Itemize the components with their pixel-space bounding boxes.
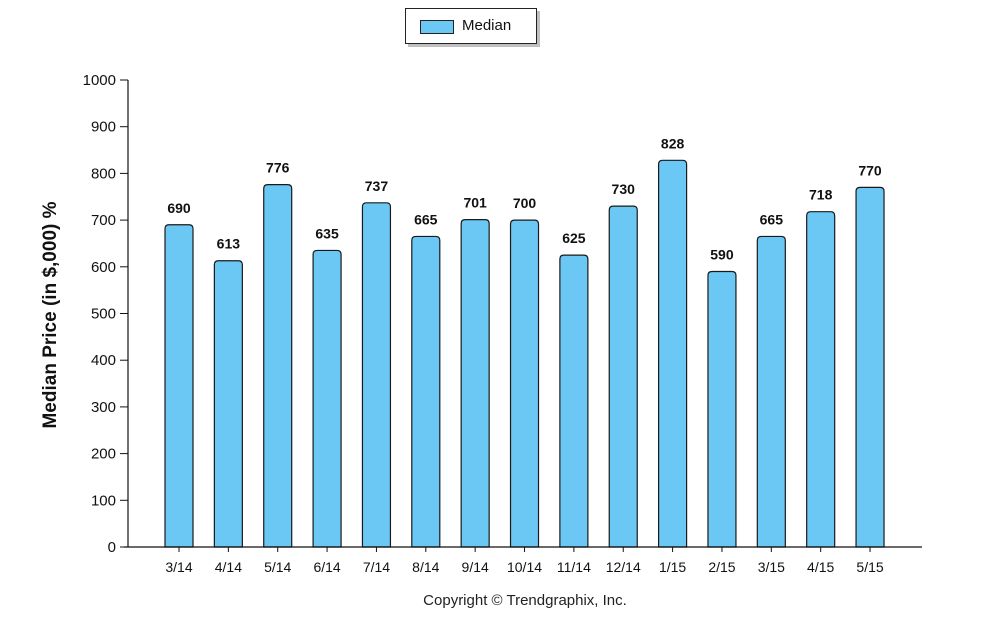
x-tick-label-4/15: 4/15 xyxy=(807,559,834,575)
y-tick-label-500: 500 xyxy=(91,306,116,323)
bar-1/15 xyxy=(658,159,688,548)
bar-2/15 xyxy=(707,270,737,548)
legend-swatch-median xyxy=(420,20,454,34)
bar-7/14 xyxy=(361,202,392,548)
data-label-1/15: 828 xyxy=(661,135,685,151)
bar-8/14 xyxy=(411,235,441,548)
data-label-7/14: 737 xyxy=(365,178,389,194)
y-axis-title: Median Price (in $,000) % xyxy=(40,201,61,428)
axes-group: 3/14 4/14 5/14 6/14 7/14 8/14 9/14 10/14 11/14 12… xyxy=(83,72,922,575)
data-label-3/15: 665 xyxy=(760,211,784,227)
legend: Median xyxy=(405,8,537,44)
y-tick-label-900: 900 xyxy=(91,119,116,136)
y-tick-label-200: 200 xyxy=(91,446,116,463)
data-label-8/14: 665 xyxy=(414,211,438,227)
y-tick-label-800: 800 xyxy=(91,165,116,182)
data-label-6/14: 635 xyxy=(315,225,339,241)
x-tick-label-8/14: 8/14 xyxy=(412,559,439,575)
bar-3/14 xyxy=(164,224,194,548)
data-label-11/14: 625 xyxy=(562,230,586,246)
y-tick-label-100: 100 xyxy=(91,492,116,509)
y-tick-label-400: 400 xyxy=(91,352,116,369)
x-tick-label-7/14: 7/14 xyxy=(363,559,390,575)
x-tick-label-11/14: 11/14 xyxy=(557,559,591,575)
y-tick-label-700: 700 xyxy=(91,212,116,229)
y-tick-label-1000: 1000 xyxy=(83,72,116,89)
data-label-10/14: 700 xyxy=(513,195,537,211)
data-label-4/14: 613 xyxy=(217,236,241,252)
x-tick-label-5/14: 5/14 xyxy=(264,559,291,575)
bar-5/14 xyxy=(263,184,293,548)
bar-11/14 xyxy=(559,254,589,548)
x-tick-label-3/14: 3/14 xyxy=(165,559,192,575)
data-label-2/15: 590 xyxy=(710,246,734,262)
y-tick-label-600: 600 xyxy=(91,259,116,276)
x-tick-label-4/14: 4/14 xyxy=(215,559,242,575)
legend-label-median: Median xyxy=(462,17,512,34)
bars-group: 690 613 776 635 737 665 701 700 625 730 828 590 665 7… xyxy=(164,135,885,548)
bar-12/14 xyxy=(608,205,638,548)
bar-6/14 xyxy=(312,249,342,548)
bar-5/15 xyxy=(855,186,885,548)
x-tick-label-6/14: 6/14 xyxy=(313,559,340,575)
bar-4/15 xyxy=(806,211,836,548)
x-tick-label-3/15: 3/15 xyxy=(758,559,785,575)
y-tick-label-300: 300 xyxy=(91,399,116,416)
x-tick-label-5/15: 5/15 xyxy=(856,559,883,575)
bar-3/15 xyxy=(756,235,786,548)
data-label-9/14: 701 xyxy=(463,195,487,211)
copyright-text: Copyright © Trendgraphix, Inc. xyxy=(423,592,627,609)
x-tick-label-2/15: 2/15 xyxy=(708,559,735,575)
data-label-4/15: 718 xyxy=(809,187,833,203)
x-tick-label-1/15: 1/15 xyxy=(659,559,686,575)
bar-10/14 xyxy=(509,219,540,548)
data-label-5/14: 776 xyxy=(266,160,290,176)
data-label-12/14: 730 xyxy=(612,181,636,197)
data-label-3/14: 690 xyxy=(167,200,191,216)
x-tick-label-12/14: 12/14 xyxy=(606,559,641,575)
y-tick-label-0: 0 xyxy=(108,539,116,556)
data-label-5/15: 770 xyxy=(858,162,882,178)
bar-4/14 xyxy=(213,260,243,548)
bar-9/14 xyxy=(460,219,490,548)
x-tick-label-10/14: 10/14 xyxy=(507,559,542,575)
x-tick-label-9/14: 9/14 xyxy=(462,559,489,575)
